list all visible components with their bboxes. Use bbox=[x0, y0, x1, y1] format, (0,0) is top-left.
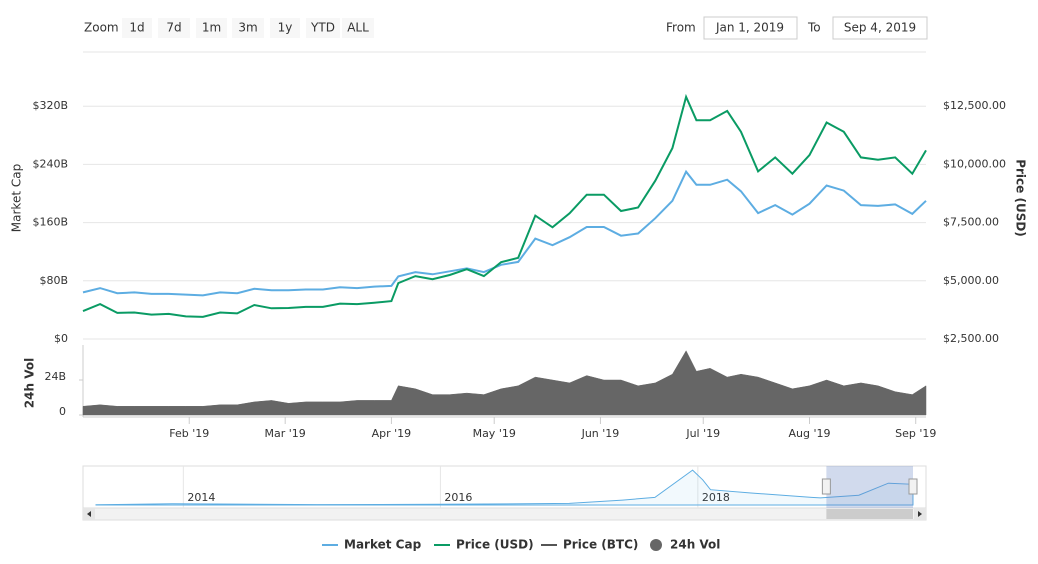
y2-tick-label: $7,500.00 bbox=[943, 216, 999, 229]
zoom-button[interactable] bbox=[122, 18, 152, 38]
zoom-button-label[interactable]: 1d bbox=[129, 21, 144, 35]
legend-label[interactable]: Price (USD) bbox=[456, 538, 534, 552]
series-line bbox=[82, 93, 927, 318]
zoom-button[interactable] bbox=[196, 18, 227, 38]
x-tick-label: Jul '19 bbox=[685, 427, 720, 440]
zoom-button-label[interactable]: 7d bbox=[166, 21, 181, 35]
zoom-button[interactable] bbox=[270, 18, 300, 38]
y-tick-label: $80B bbox=[39, 274, 68, 287]
y-tick-label: 24B bbox=[44, 370, 66, 383]
to-date[interactable]: Sep 4, 2019 bbox=[844, 21, 916, 35]
to-input[interactable] bbox=[832, 16, 928, 40]
x-tick-label: Apr '19 bbox=[372, 427, 412, 440]
y2-tick-label: $5,000.00 bbox=[943, 274, 999, 287]
from-label: From bbox=[666, 21, 696, 35]
y-tick-label: $320B bbox=[32, 99, 68, 112]
arrow-right bbox=[918, 511, 922, 517]
y-tick-label: 0 bbox=[59, 405, 66, 418]
navigator-tick-label: 2016 bbox=[444, 491, 472, 504]
zoom-button-label[interactable]: 1m bbox=[202, 21, 221, 35]
y-axis-label: Market Cap bbox=[10, 164, 24, 232]
y2-tick-label: $12,500.00 bbox=[943, 99, 1006, 112]
navigator-handle[interactable] bbox=[908, 478, 918, 495]
y-tick-label: $0 bbox=[54, 332, 68, 345]
series-line bbox=[82, 169, 927, 297]
x-tick-label: May '19 bbox=[473, 427, 516, 440]
y2-tick-label: $10,000.00 bbox=[943, 157, 1006, 170]
navigator-selection[interactable] bbox=[826, 466, 913, 508]
legend-label[interactable]: Price (BTC) bbox=[563, 538, 638, 552]
navigator-tick-label: 2014 bbox=[187, 491, 215, 504]
y-axis-label: 24h Vol bbox=[23, 358, 37, 408]
zoom-button[interactable] bbox=[342, 18, 374, 38]
scrollbar[interactable] bbox=[82, 507, 927, 521]
legend-swatch bbox=[650, 539, 662, 551]
from-date[interactable]: Jan 1, 2019 bbox=[715, 21, 784, 35]
x-tick-label: Mar '19 bbox=[265, 427, 306, 440]
x-tick-label: Feb '19 bbox=[169, 427, 209, 440]
navigator-handle[interactable] bbox=[821, 478, 831, 495]
legend-label[interactable]: 24h Vol bbox=[670, 538, 720, 552]
zoom-button-label[interactable]: YTD bbox=[310, 21, 335, 35]
x-tick-label: Jun '19 bbox=[581, 427, 620, 440]
zoom-button-label[interactable]: 1y bbox=[278, 21, 293, 35]
y-tick-label: $160B bbox=[32, 216, 68, 229]
volume-area bbox=[82, 350, 927, 416]
navigator-tick-label: 2018 bbox=[702, 491, 730, 504]
zoom-button[interactable] bbox=[306, 18, 340, 38]
y-tick-label: $240B bbox=[32, 157, 68, 170]
x-tick-label: Aug '19 bbox=[788, 427, 830, 440]
legend-label[interactable]: Market Cap bbox=[344, 538, 422, 552]
y2-tick-label: $2,500.00 bbox=[943, 332, 999, 345]
y2-axis-label: Price (USD) bbox=[1014, 159, 1028, 237]
to-label: To bbox=[807, 21, 821, 35]
zoom-label: Zoom bbox=[84, 21, 119, 35]
scrollbar-thumb[interactable] bbox=[826, 509, 913, 519]
zoom-button[interactable] bbox=[232, 18, 264, 38]
x-tick-label: Sep '19 bbox=[895, 427, 936, 440]
zoom-button-label[interactable]: 3m bbox=[238, 21, 257, 35]
from-input[interactable] bbox=[703, 16, 798, 40]
zoom-button-label[interactable]: ALL bbox=[347, 21, 369, 35]
arrow-left bbox=[87, 511, 91, 517]
zoom-button[interactable] bbox=[158, 18, 190, 38]
